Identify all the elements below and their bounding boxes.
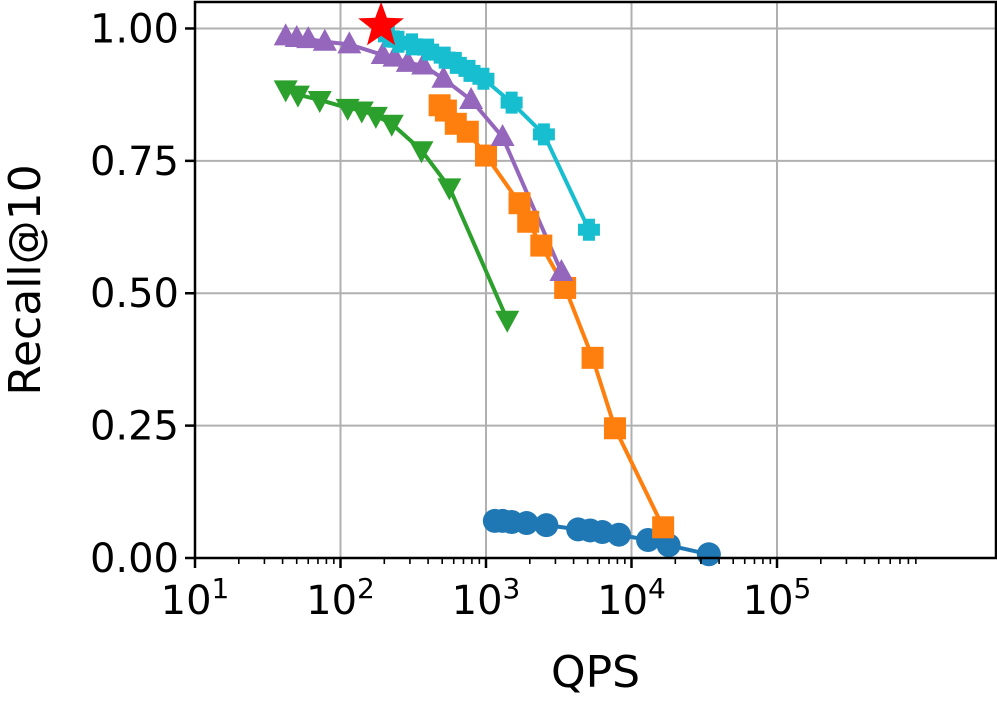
data-point-triangle-up [296, 26, 321, 49]
x-tick-label: 101 [161, 572, 230, 624]
data-point-plus [417, 38, 440, 61]
data-point-square [517, 210, 540, 233]
data-point-plus [577, 218, 600, 241]
data-point-square [652, 516, 675, 539]
series-markers [273, 1, 721, 567]
data-point-plus [500, 91, 523, 114]
y-tick-label: 0.50 [90, 271, 179, 317]
data-point-plus [472, 67, 495, 90]
x-tick-label: 104 [597, 572, 666, 624]
data-point-triangle-down [307, 90, 332, 113]
data-point-triangle-up [411, 52, 436, 75]
data-point-plus [532, 123, 555, 146]
plot-frame [193, 0, 997, 560]
grid [194, 2, 996, 559]
x-tick-label: 103 [452, 572, 521, 624]
data-point-square [475, 144, 498, 167]
data-point-triangle-up [395, 49, 420, 72]
y-axis-label: Recall@10 [0, 164, 51, 395]
data-point-triangle-down [495, 310, 520, 333]
data-point-square [530, 234, 553, 257]
y-tick-label: 0.25 [90, 404, 179, 450]
data-point-circle [514, 511, 539, 536]
data-point-square [603, 417, 626, 440]
data-point-triangle-up [431, 65, 456, 88]
data-point-circle [656, 533, 681, 558]
y-tick-label: 1.00 [90, 6, 179, 52]
data-point-triangle-down [363, 106, 388, 129]
data-point-square [554, 276, 577, 299]
data-point-triangle-up [337, 31, 362, 54]
data-point-star [358, 1, 404, 46]
data-point-triangle-down [437, 178, 462, 201]
data-point-square [581, 346, 604, 369]
data-point-triangle-down [409, 141, 434, 164]
x-tick-label: 102 [306, 572, 375, 624]
data-point-circle [534, 513, 559, 538]
data-point-square [508, 192, 531, 215]
x-axis-label: QPS [551, 647, 640, 697]
data-point-triangle-up [312, 28, 337, 51]
data-point-square [456, 120, 479, 143]
axis-ticks: 0.00 0.25 0.50 0.75 1.00 101 102 103 104 105 [90, 6, 917, 624]
data-point-circle [696, 542, 721, 567]
y-tick-label: 0.00 [90, 536, 179, 582]
data-point-triangle-up [490, 124, 515, 147]
data-point-triangle-up [549, 259, 574, 282]
series-line [438, 103, 665, 529]
y-tick-label: 0.75 [90, 139, 179, 185]
data-point-triangle-down [285, 85, 310, 108]
x-tick-label: 105 [743, 572, 812, 624]
data-point-triangle-up [382, 44, 407, 67]
data-point-triangle-down [379, 114, 404, 137]
data-point-triangle-up [459, 86, 484, 109]
data-point-circle [606, 522, 631, 547]
